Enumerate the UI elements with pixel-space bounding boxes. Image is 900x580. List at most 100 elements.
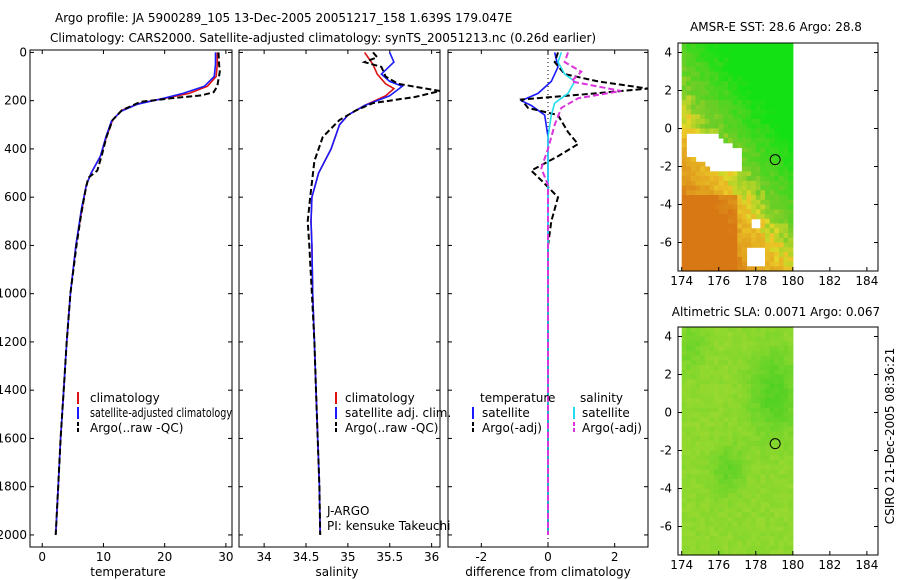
map-cell	[778, 152, 785, 158]
map-cell	[700, 233, 706, 239]
map-cell	[723, 545, 729, 551]
map-cell	[704, 455, 711, 461]
map-cell	[714, 252, 720, 258]
map-cell	[681, 493, 687, 499]
map-xtick-label: 178	[744, 274, 767, 288]
map-cell	[788, 331, 794, 338]
temperature-legend: climatology satellite-adjusted climatolo…	[77, 391, 232, 435]
map-cell	[769, 100, 775, 106]
map-cell	[704, 393, 711, 399]
map-cell	[746, 369, 752, 376]
map-cell	[774, 341, 780, 347]
map-cell	[741, 266, 748, 272]
map-cell	[783, 374, 789, 380]
float-position-marker	[769, 438, 781, 450]
map-cell	[765, 483, 771, 490]
map-cell	[714, 214, 720, 220]
map-ytick-label: 2	[664, 368, 672, 382]
map-cell	[760, 379, 766, 385]
map-cell	[765, 502, 771, 509]
map-cell	[746, 412, 752, 418]
map-cell	[723, 521, 729, 528]
map-cell	[783, 204, 789, 210]
map-cell	[760, 550, 766, 556]
map-cell	[765, 426, 771, 433]
map-cell	[691, 407, 697, 414]
map-cell	[691, 445, 697, 452]
map-cell	[695, 336, 701, 342]
map-cell	[769, 81, 775, 87]
map-cell	[723, 507, 729, 513]
map-cell	[737, 393, 743, 399]
map-cell	[704, 540, 711, 547]
map-cell	[769, 426, 775, 433]
map-cell	[778, 95, 785, 101]
map-cell	[718, 450, 724, 456]
map-cell	[741, 331, 748, 338]
map-cell	[783, 147, 789, 153]
map-cell	[778, 90, 785, 96]
map-cell	[778, 531, 785, 537]
map-cell	[783, 152, 789, 158]
map-cell	[746, 100, 752, 106]
map-cell	[774, 379, 780, 385]
side-label: CSIRO 21-Dec-2005 08:36:21	[883, 348, 897, 525]
xtick-label: 2	[611, 550, 619, 564]
map-cell	[686, 171, 692, 177]
map-cell	[723, 369, 729, 376]
map-cell	[769, 455, 775, 461]
map-cell	[778, 498, 785, 504]
map-cell	[737, 90, 743, 96]
map-cell	[714, 114, 720, 120]
map-cell	[686, 104, 692, 111]
map-cell	[718, 176, 724, 182]
map-cell	[709, 62, 715, 68]
map-cell	[695, 341, 701, 347]
map-cell	[704, 119, 711, 125]
map-cell	[686, 43, 692, 49]
map-cell	[695, 209, 701, 215]
map-cell	[728, 66, 734, 73]
map-cell	[765, 242, 771, 248]
map-cell	[709, 384, 715, 390]
map-cell	[732, 488, 738, 494]
map-cell	[723, 464, 729, 471]
map-cell	[751, 62, 757, 68]
map-cell	[769, 341, 775, 347]
map-cell	[774, 393, 780, 399]
map-cell	[728, 455, 734, 461]
ytick-label: 600	[4, 190, 27, 204]
map-cell	[751, 85, 757, 92]
map-cell	[788, 199, 794, 206]
map-cell	[737, 483, 743, 490]
map-cell	[686, 95, 692, 101]
map-xtick-label: 182	[818, 558, 841, 572]
map-cell	[700, 85, 706, 92]
map-cell	[686, 388, 692, 395]
map-cell	[686, 398, 692, 404]
map-cell	[751, 398, 757, 404]
map-cell	[765, 474, 771, 480]
map-cell	[714, 350, 720, 357]
map-cell	[714, 550, 720, 556]
map-cell	[704, 431, 711, 437]
map-cell	[728, 195, 734, 201]
map-cell	[778, 214, 785, 220]
map-cell	[732, 483, 738, 490]
map-cell	[704, 417, 711, 423]
map-cell	[778, 195, 785, 201]
map-cell	[774, 369, 780, 376]
map-cell	[704, 261, 711, 267]
map-cell	[788, 498, 794, 504]
map-cell	[741, 190, 748, 196]
map-cell	[774, 209, 780, 215]
map-cell	[774, 540, 780, 547]
map-cell	[774, 138, 780, 144]
map-cell	[709, 109, 715, 115]
map-cell	[714, 450, 720, 456]
map-cell	[741, 252, 748, 258]
map-cell	[704, 374, 711, 380]
map-cell	[723, 403, 729, 409]
map-cell	[737, 209, 743, 215]
map-cell	[746, 161, 752, 168]
